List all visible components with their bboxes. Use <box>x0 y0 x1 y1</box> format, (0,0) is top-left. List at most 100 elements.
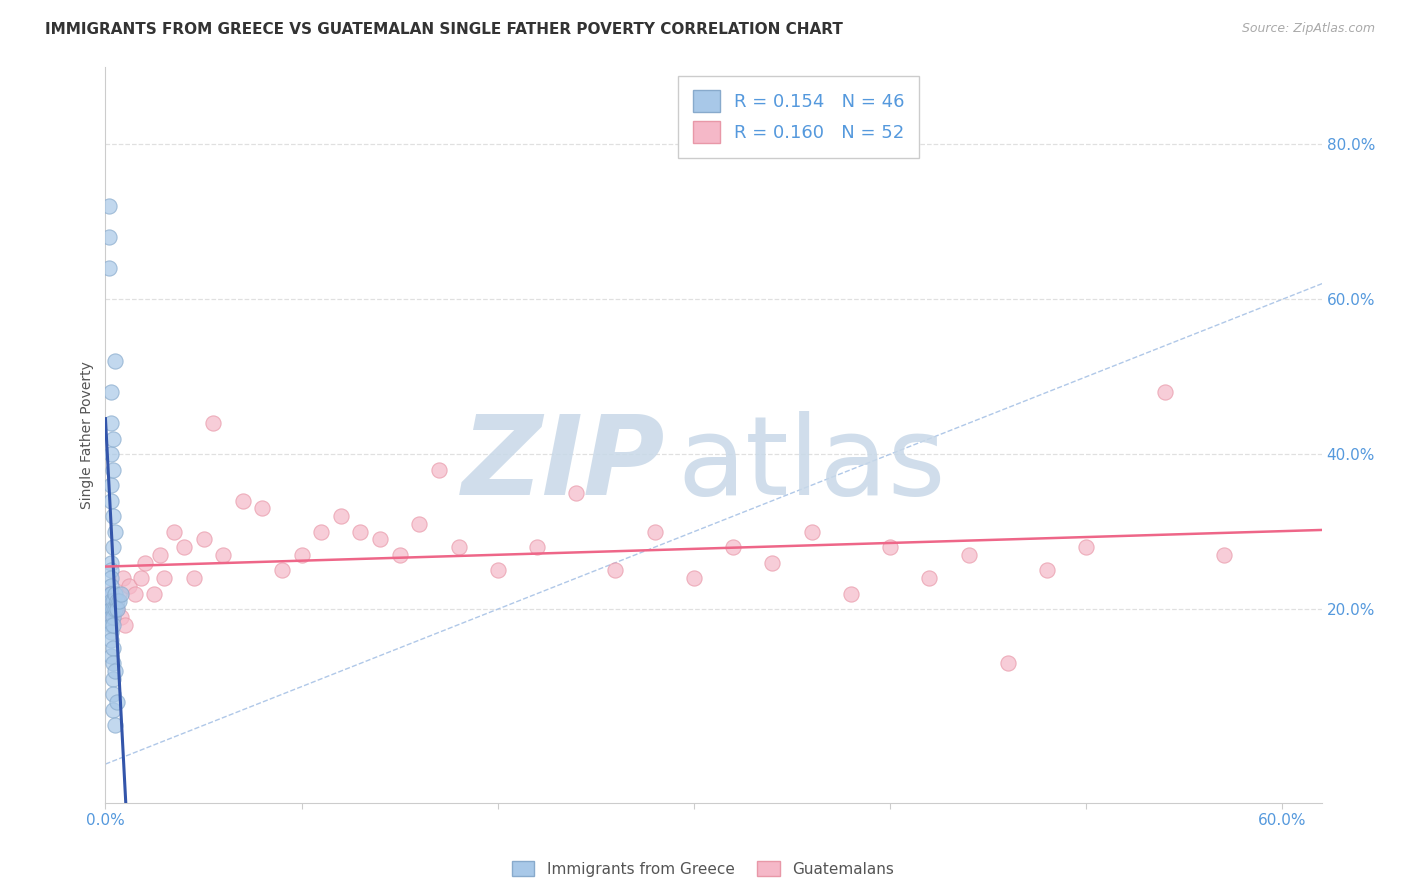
Point <box>879 540 901 554</box>
Point <box>129 571 152 585</box>
Point <box>104 524 127 539</box>
Point <box>388 548 411 562</box>
Point <box>163 524 186 539</box>
Point <box>309 524 332 539</box>
Point <box>1153 385 1175 400</box>
Point <box>100 579 122 593</box>
Point <box>183 571 205 585</box>
Point <box>98 587 121 601</box>
Point <box>104 587 127 601</box>
Point <box>104 594 127 608</box>
Point <box>761 556 783 570</box>
Point <box>100 556 122 570</box>
Point <box>103 672 125 686</box>
Point <box>100 625 122 640</box>
Point <box>104 664 127 678</box>
Point <box>110 587 132 601</box>
Point <box>408 516 430 531</box>
Point <box>103 432 125 446</box>
Point <box>98 199 121 213</box>
Point <box>721 540 744 554</box>
Point <box>103 687 125 701</box>
Point <box>110 610 132 624</box>
Legend: R = 0.154   N = 46, R = 0.160   N = 52: R = 0.154 N = 46, R = 0.160 N = 52 <box>678 76 920 158</box>
Point <box>134 556 156 570</box>
Point <box>271 563 294 577</box>
Point <box>100 648 122 663</box>
Point <box>124 587 146 601</box>
Point <box>1036 563 1059 577</box>
Point <box>100 602 122 616</box>
Point <box>526 540 548 554</box>
Point <box>103 540 125 554</box>
Point <box>100 610 122 624</box>
Y-axis label: Single Father Poverty: Single Father Poverty <box>80 361 94 508</box>
Point <box>104 354 127 368</box>
Point <box>100 571 122 585</box>
Point <box>368 533 391 547</box>
Point <box>100 633 122 648</box>
Point <box>997 657 1019 671</box>
Point <box>232 493 254 508</box>
Point <box>103 703 125 717</box>
Point <box>103 610 125 624</box>
Point <box>103 594 125 608</box>
Text: ZIP: ZIP <box>461 411 665 517</box>
Point <box>212 548 235 562</box>
Point <box>349 524 371 539</box>
Point <box>100 587 122 601</box>
Point <box>103 602 125 616</box>
Point <box>605 563 627 577</box>
Point <box>329 509 352 524</box>
Point <box>100 602 122 616</box>
Text: Source: ZipAtlas.com: Source: ZipAtlas.com <box>1241 22 1375 36</box>
Point <box>153 571 176 585</box>
Point <box>103 463 125 477</box>
Text: IMMIGRANTS FROM GREECE VS GUATEMALAN SINGLE FATHER POVERTY CORRELATION CHART: IMMIGRANTS FROM GREECE VS GUATEMALAN SIN… <box>45 22 842 37</box>
Point <box>173 540 195 554</box>
Point <box>100 478 122 492</box>
Point <box>100 594 122 608</box>
Point <box>105 594 128 608</box>
Point <box>105 602 128 616</box>
Point <box>839 587 862 601</box>
Point <box>486 563 509 577</box>
Point <box>108 587 131 601</box>
Point <box>103 657 125 671</box>
Point <box>100 493 122 508</box>
Point <box>427 463 450 477</box>
Point <box>1212 548 1234 562</box>
Point <box>565 486 588 500</box>
Point <box>252 501 274 516</box>
Point <box>100 587 122 601</box>
Point <box>143 587 166 601</box>
Point <box>447 540 470 554</box>
Point <box>103 640 125 655</box>
Point <box>1076 540 1098 554</box>
Point <box>112 571 135 585</box>
Point <box>644 524 666 539</box>
Point <box>683 571 706 585</box>
Point <box>98 230 121 244</box>
Point <box>100 602 122 616</box>
Point <box>104 718 127 732</box>
Point <box>957 548 980 562</box>
Point <box>103 509 125 524</box>
Point <box>100 563 122 577</box>
Point <box>918 571 941 585</box>
Point <box>104 602 127 616</box>
Point <box>800 524 823 539</box>
Point <box>98 261 121 276</box>
Point <box>291 548 314 562</box>
Point <box>100 617 122 632</box>
Legend: Immigrants from Greece, Guatemalans: Immigrants from Greece, Guatemalans <box>503 853 903 884</box>
Point <box>108 594 131 608</box>
Point <box>105 695 128 709</box>
Point <box>105 602 128 616</box>
Point <box>114 617 136 632</box>
Point <box>103 610 125 624</box>
Point <box>100 447 122 461</box>
Point <box>100 385 122 400</box>
Point <box>118 579 141 593</box>
Point <box>149 548 172 562</box>
